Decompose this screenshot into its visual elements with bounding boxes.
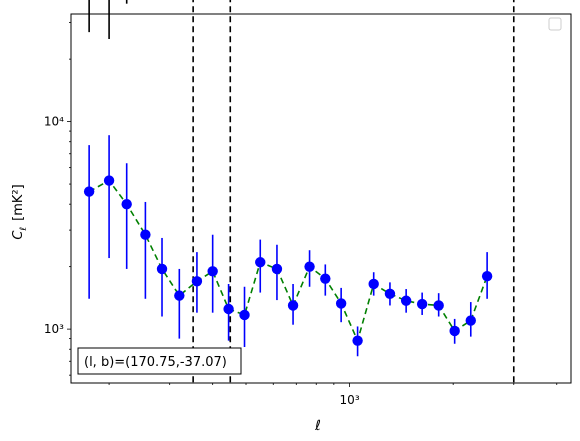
y-axis-label-main: C <box>11 230 26 240</box>
data-point-circle <box>416 298 428 310</box>
legend-box <box>548 17 562 31</box>
data-point-circle <box>156 263 168 275</box>
data-point-circle <box>255 257 266 268</box>
data-point-circle <box>287 300 299 311</box>
y-tick-label: 10⁴ <box>44 115 64 129</box>
data-point-circle <box>271 263 283 275</box>
annotation-box <box>77 347 242 375</box>
data-point-circle <box>223 303 234 315</box>
y-axis-label-sub: ℓ <box>19 227 29 232</box>
data-point-circle <box>481 270 493 282</box>
data-point-circle <box>384 288 396 299</box>
data-point-circle <box>140 229 151 240</box>
data-point-circle <box>191 276 203 287</box>
axes-frame <box>70 13 572 384</box>
data-point-circle <box>449 325 460 337</box>
y-axis-label: Cℓ [mK²] <box>11 184 29 239</box>
data-point-circle <box>304 261 315 272</box>
data-point-circle <box>465 315 476 326</box>
plot-area <box>83 0 515 383</box>
y-tick-label: 10³ <box>44 322 64 336</box>
data-point-circle <box>207 266 218 277</box>
y-axis-label-unit: [mK²] <box>11 184 26 221</box>
data-point-circle <box>239 309 250 321</box>
x-axis-label: ℓ <box>314 418 321 434</box>
data-point-circle <box>368 278 379 290</box>
data-point-circle <box>174 290 185 301</box>
data-point-circle <box>121 198 132 210</box>
annotation-text: (l, b)=(170.75,-37.07) <box>84 355 227 370</box>
data-point-circle <box>400 295 412 306</box>
data-point-circle <box>103 175 115 186</box>
data-point-circle <box>433 300 444 311</box>
data-point-circle <box>83 186 95 197</box>
data-point-circle <box>352 335 363 346</box>
axis-ticks: 10³10³10⁴10⁵ <box>44 22 558 407</box>
data-point-circle <box>335 298 347 309</box>
data-point-circle <box>320 273 331 284</box>
x-tick-label: 10³ <box>340 393 360 407</box>
